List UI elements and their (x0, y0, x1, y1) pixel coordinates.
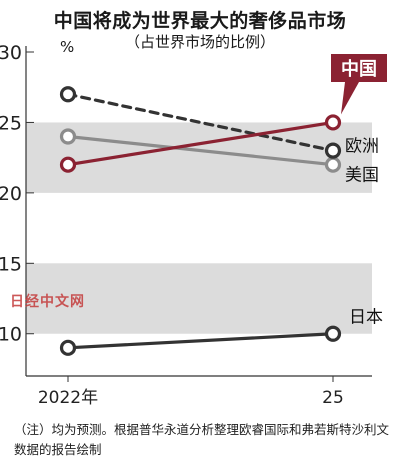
data-point-欧洲 (324, 142, 342, 159)
chart-subtitle: （占世界市场的比例） (124, 33, 275, 51)
watermark-text: 日经中文网 (10, 294, 85, 310)
y-tick-label: 15 (0, 253, 22, 275)
callout-pointer (341, 82, 359, 115)
data-point-欧洲 (59, 86, 77, 103)
callout-box (331, 54, 387, 82)
x-tick-label: 2022年 (38, 388, 98, 408)
series-line-中国 (66, 120, 335, 167)
series-line-日本 (66, 332, 335, 350)
shaded-band (26, 263, 372, 334)
data-point-美国 (59, 128, 77, 145)
y-axis-unit: % (60, 38, 75, 56)
series-line-欧洲 (66, 92, 335, 153)
data-point-中国 (324, 114, 342, 131)
y-tick-label: 30 (0, 42, 22, 64)
footnote: （注）均为预测。根据普华永道分析整理欧睿国际和弗若斯特沙利文数据的报告绘制 (14, 422, 390, 457)
data-point-美国 (324, 156, 342, 173)
y-tick-label: 10 (0, 324, 22, 346)
y-tick-label: 20 (0, 183, 22, 205)
y-tick-label: 25 (0, 112, 22, 134)
shaded-band (26, 122, 372, 193)
series-label-欧洲: 欧洲 (345, 137, 379, 157)
x-tick-label: 25 (322, 388, 344, 408)
series-label-美国: 美国 (345, 166, 379, 186)
data-point-日本 (59, 339, 77, 356)
chart-title: 中国将成为世界最大的奢侈品市场 (53, 10, 347, 32)
series-label-日本: 日本 (349, 308, 383, 328)
series-line-美国 (66, 134, 335, 167)
series-label-中国: 中国 (341, 58, 377, 80)
data-point-中国 (59, 156, 77, 173)
data-point-日本 (324, 325, 342, 342)
